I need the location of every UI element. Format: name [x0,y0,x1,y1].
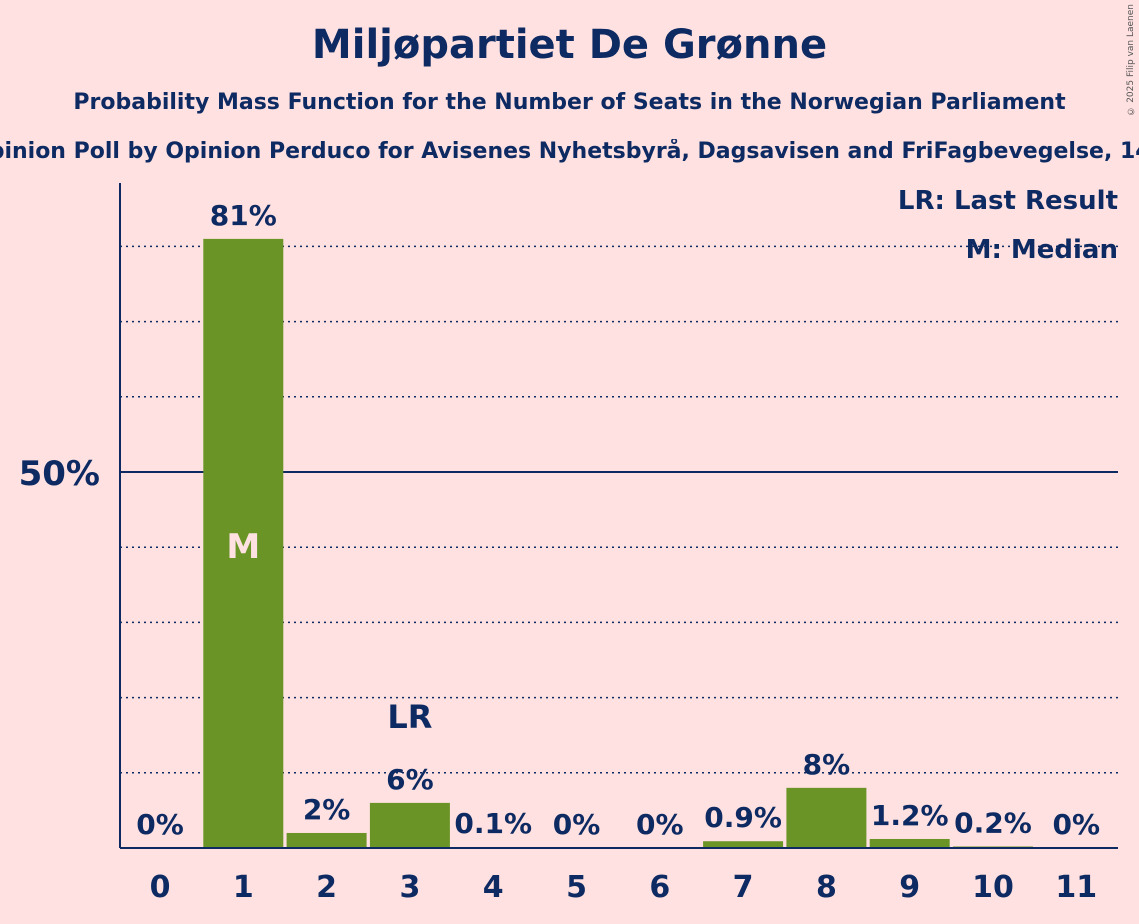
value-label-3: 6% [386,763,434,796]
x-tick-label-7: 7 [733,870,754,905]
value-label-7: 0.9% [704,801,782,834]
x-tick-label-10: 10 [972,870,1014,905]
bar-8 [786,787,867,848]
x-tick-label-6: 6 [649,870,670,905]
legend-last-result: LR: Last Result [898,186,1118,216]
value-label-9: 1.2% [871,799,949,832]
value-label-1: 81% [210,199,277,232]
value-label-6: 0% [636,808,684,841]
x-tick-label-2: 2 [316,870,337,905]
bar-1 [203,238,284,848]
value-label-8: 8% [803,748,851,781]
bar-3 [369,802,450,848]
x-tick-label-4: 4 [483,870,504,905]
median-marker: M [226,527,260,567]
chart-source: Opinion Poll by Opinion Perduco for Avis… [0,139,1139,164]
x-tick-label-9: 9 [899,870,920,905]
bar-7 [703,841,784,848]
value-label-2: 2% [303,793,351,826]
bar-2 [286,832,367,848]
value-label-5: 0% [553,808,601,841]
x-tick-label-11: 11 [1055,870,1097,905]
y-tick-label-50: 50% [19,454,100,494]
value-label-10: 0.2% [954,806,1032,839]
value-label-0: 0% [136,808,184,841]
legend-median: M: Median [966,235,1118,265]
x-tick-label-3: 3 [399,870,420,905]
value-label-4: 0.1% [454,807,532,840]
x-tick-label-0: 0 [150,870,171,905]
bar-9 [869,838,950,848]
x-tick-label-8: 8 [816,870,837,905]
chart-subtitle: Probability Mass Function for the Number… [73,90,1066,115]
last-result-marker: LR [387,698,432,736]
x-tick-label-1: 1 [233,870,254,905]
chart-title: Miljøpartiet De Grønne [311,22,828,68]
x-tick-label-5: 5 [566,870,587,905]
value-label-11: 0% [1053,808,1101,841]
